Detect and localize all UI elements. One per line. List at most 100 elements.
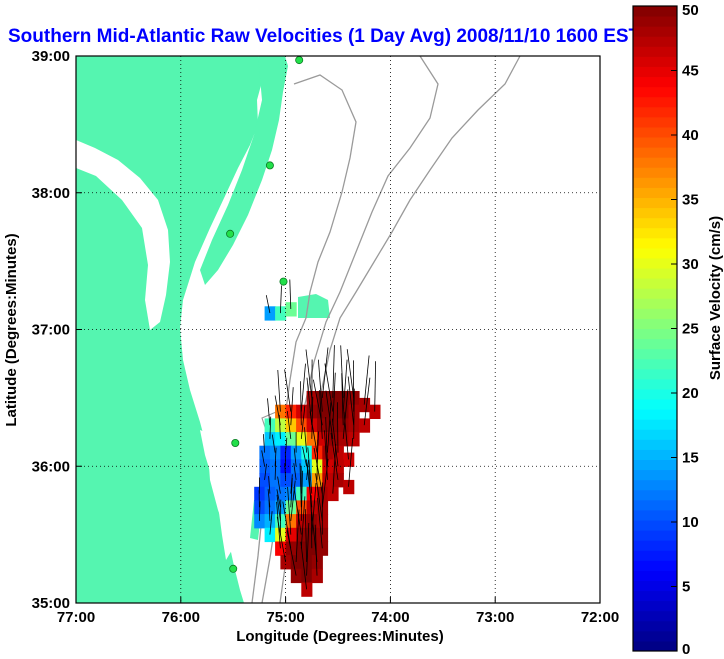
colorbar-segment [633, 237, 677, 249]
radar-site-marker [229, 564, 238, 573]
velocity-cell [332, 473, 344, 488]
velocity-vector [300, 381, 302, 426]
radar-site-marker [279, 277, 288, 286]
velocity-vector [325, 390, 334, 439]
y-tick-label: 39:00 [32, 48, 70, 65]
colorbar-tick-label: 25 [682, 321, 699, 338]
velocity-cell [296, 514, 308, 529]
colorbar-segment [633, 429, 677, 440]
velocity-vector [304, 509, 307, 563]
velocity-vector [286, 530, 297, 576]
colorbar-segment [633, 570, 677, 581]
velocity-vector [269, 511, 273, 535]
colorbar-segment [633, 610, 677, 622]
velocity-cell [264, 527, 276, 543]
colorbar-segment [633, 157, 677, 168]
velocity-cell [275, 404, 287, 419]
colorbar-segment [633, 338, 677, 350]
colorbar-segment [633, 378, 677, 390]
velocity-vector [263, 434, 265, 453]
colorbar-segment [633, 519, 677, 531]
velocity-cell [317, 404, 329, 419]
colorbar-segment [633, 288, 677, 299]
velocity-cell [285, 500, 297, 515]
velocity-vector [317, 497, 323, 549]
velocity-vector [302, 446, 307, 467]
colorbar-segment [633, 36, 677, 47]
velocity-vector [290, 480, 296, 521]
velocity-vector [353, 388, 355, 439]
colorbar-axis: 0 5 10 15 20 25 30 35 40 45 50 [671, 2, 699, 658]
colorbar-segment [633, 126, 677, 138]
colorbar-segment [633, 590, 677, 602]
colorbar-segment [633, 6, 677, 17]
velocity-cell [306, 527, 318, 543]
velocity-vector [277, 476, 281, 494]
velocity-vector [332, 372, 336, 426]
x-tick-label: 72:00 [581, 609, 619, 626]
velocity-vector [327, 402, 332, 453]
velocity-cell [317, 418, 329, 433]
y-axis-label: Latitude (Degrees:Minutes) [3, 233, 20, 426]
colorbar-segment [633, 66, 677, 78]
colorbar-segment [633, 489, 677, 501]
velocity-cell [264, 514, 276, 529]
velocity-vector [293, 463, 297, 480]
velocity-vector [332, 345, 335, 398]
colorbar-tick-label: 5 [682, 579, 690, 596]
velocity-cell [290, 445, 302, 460]
velocity-cell [317, 391, 329, 406]
velocity-vector [363, 355, 370, 405]
velocity-vector [318, 359, 323, 412]
radar-site-marker [231, 438, 240, 447]
velocity-vector [321, 347, 329, 398]
velocity-vector [342, 359, 348, 412]
colorbar-segment [633, 630, 677, 642]
velocity-cell [348, 432, 360, 447]
velocity-vector [330, 432, 339, 480]
velocity-cell [264, 432, 276, 447]
velocity-vector [300, 470, 303, 521]
colorbar-tick-label: 45 [682, 63, 699, 80]
colorbar-segment [633, 227, 677, 239]
velocity-cell [290, 555, 302, 570]
velocity-cell [264, 486, 276, 502]
velocity-cell [301, 445, 313, 460]
velocity-vector [313, 447, 323, 494]
velocity-vector [346, 349, 355, 398]
velocity-vector [265, 295, 271, 314]
velocity-cell [275, 306, 287, 321]
colorbar-segment [633, 550, 677, 561]
y-axis: 35:00 36:00 37:00 38:00 39:00 [32, 48, 82, 612]
velocity-vector [267, 489, 271, 508]
velocity-vector [290, 474, 293, 494]
velocity-cell [254, 486, 266, 502]
radar-site-marker [295, 56, 304, 65]
colorbar-segment [633, 328, 677, 340]
velocity-cell [327, 432, 339, 447]
velocity-cell [275, 486, 287, 502]
x-tick-label: 76:00 [162, 609, 200, 626]
velocity-cell [296, 432, 308, 447]
velocity-cell [306, 432, 318, 447]
velocity-vector [290, 387, 294, 426]
velocity-cell [327, 486, 339, 502]
velocity-vector [343, 411, 349, 460]
velocity-cell [275, 418, 287, 433]
velocity-cell [311, 568, 323, 584]
velocity-vector [307, 447, 313, 494]
colorbar-tick-label: 30 [682, 256, 699, 273]
velocity-cell [317, 541, 329, 556]
radar-site-marker [265, 161, 274, 170]
colorbar-segment [633, 419, 677, 430]
velocity-cell [254, 514, 266, 529]
velocity-vector [293, 486, 302, 535]
y-tick-label: 37:00 [32, 322, 70, 339]
velocity-cell [359, 418, 371, 433]
colorbar-segment [633, 257, 677, 269]
colorbar-segment [633, 318, 677, 329]
colorbar-segment [633, 278, 677, 289]
colorbar-segment [633, 298, 677, 309]
colorbar-segment [633, 348, 677, 360]
x-axis-label: Longitude (Degrees:Minutes) [236, 628, 444, 645]
